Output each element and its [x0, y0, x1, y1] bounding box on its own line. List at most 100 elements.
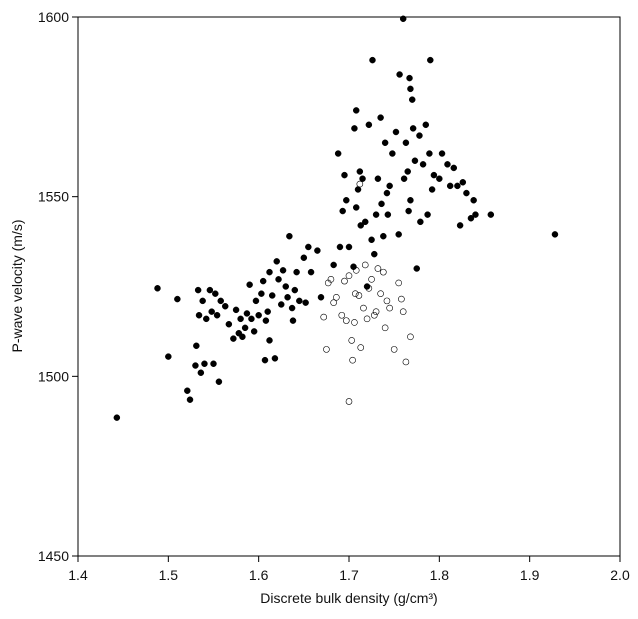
point	[237, 315, 244, 323]
point	[213, 311, 221, 319]
point	[386, 182, 393, 190]
point	[255, 311, 262, 319]
x-tick-label: 1.5	[159, 567, 179, 583]
point	[413, 265, 420, 272]
point	[113, 414, 121, 421]
point	[264, 308, 271, 315]
point	[266, 268, 273, 276]
point	[279, 267, 287, 274]
point	[463, 189, 470, 197]
point	[154, 285, 161, 292]
point	[438, 150, 446, 157]
point	[241, 324, 249, 332]
point	[399, 308, 407, 315]
point	[262, 317, 270, 324]
point	[192, 362, 199, 369]
y-tick-label: 1600	[38, 9, 69, 25]
point	[390, 346, 398, 353]
point	[203, 315, 210, 323]
point	[210, 360, 217, 368]
point	[409, 125, 417, 132]
y-tick-label: 1500	[38, 368, 69, 384]
point	[487, 211, 495, 218]
point	[266, 337, 273, 344]
point	[380, 268, 387, 276]
point	[419, 161, 427, 168]
point	[293, 268, 300, 276]
point	[396, 71, 403, 78]
point	[339, 207, 346, 215]
point	[405, 207, 412, 215]
point	[444, 161, 451, 168]
point	[275, 276, 282, 283]
point	[345, 272, 353, 280]
point	[345, 243, 353, 251]
point	[422, 121, 430, 129]
point	[400, 175, 408, 182]
point	[174, 295, 181, 303]
point	[302, 299, 309, 306]
point	[399, 15, 407, 23]
point	[357, 344, 365, 351]
point	[370, 311, 378, 319]
point	[273, 258, 280, 265]
point	[341, 171, 348, 179]
point	[232, 306, 240, 314]
point	[408, 96, 416, 103]
point	[406, 74, 413, 82]
point	[551, 231, 559, 238]
point	[381, 324, 389, 332]
point	[365, 284, 373, 292]
point	[368, 236, 375, 244]
point	[246, 281, 253, 288]
point	[402, 358, 410, 366]
point	[352, 204, 360, 211]
point	[305, 243, 312, 251]
point	[215, 378, 223, 385]
point	[282, 283, 290, 290]
point	[363, 315, 371, 323]
point	[467, 214, 475, 222]
point	[239, 333, 246, 341]
point	[424, 211, 431, 218]
point	[371, 250, 378, 258]
point	[258, 290, 265, 297]
point	[470, 197, 477, 204]
point	[330, 299, 337, 306]
point	[212, 290, 219, 297]
point	[365, 121, 373, 129]
point	[286, 232, 293, 240]
point	[404, 168, 411, 175]
point	[372, 308, 380, 315]
point	[386, 304, 393, 312]
point	[369, 56, 376, 64]
point	[201, 360, 208, 368]
point	[472, 211, 479, 218]
point	[349, 356, 356, 364]
x-tick-label: 1.9	[520, 567, 540, 583]
point	[186, 396, 194, 403]
point	[208, 308, 215, 315]
point	[184, 387, 191, 394]
point	[289, 317, 297, 324]
point	[320, 313, 328, 321]
point	[193, 342, 200, 350]
point	[351, 125, 358, 132]
point	[342, 317, 350, 324]
point	[360, 304, 367, 312]
y-axis-label: P-wave velocity (m/s)	[9, 219, 25, 352]
point	[197, 369, 205, 376]
point	[368, 276, 375, 283]
point	[296, 297, 303, 305]
point	[359, 175, 366, 182]
point	[381, 139, 389, 147]
point	[288, 304, 296, 312]
point	[336, 243, 344, 251]
point	[459, 179, 467, 186]
point	[377, 290, 384, 297]
point	[345, 398, 353, 405]
point	[225, 320, 233, 328]
point	[380, 232, 387, 240]
point	[195, 311, 203, 319]
